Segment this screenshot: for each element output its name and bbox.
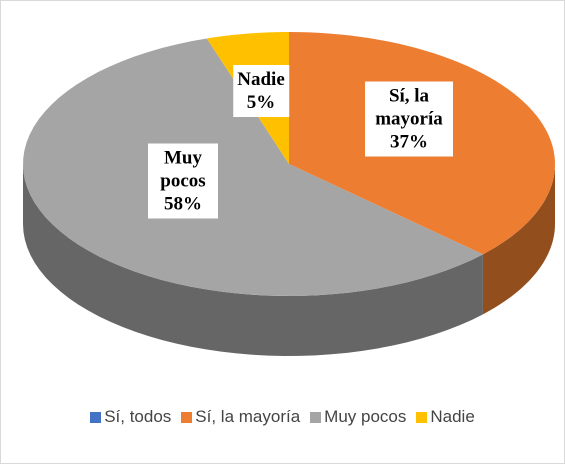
data-label: Muy pocos 58% [148,143,218,219]
legend-label: Sí, la mayoría [195,407,301,426]
pie-area [23,32,555,356]
legend-item: Sí, todos [90,407,171,427]
legend-swatch [310,411,322,423]
slice-side [23,164,483,356]
legend-item: Muy pocos [310,407,406,427]
data-label: Sí, la mayoría 37% [365,81,453,157]
legend-item: Nadie [416,407,475,427]
legend-label: Nadie [430,407,475,426]
legend-swatch [416,411,428,423]
slice [23,38,483,296]
legend: Sí, todos Sí, la mayoría Muy pocos Nadie [1,407,564,427]
label-value: 37% [390,131,428,153]
slice-side [482,164,555,315]
legend-swatch [181,411,193,423]
label-category: Muy pocos [160,147,206,192]
label-value: 58% [164,193,202,215]
legend-label: Sí, todos [104,407,172,426]
legend-label: Muy pocos [324,407,407,426]
label-value: 5% [246,92,276,113]
legend-item: Sí, la mayoría [181,407,300,427]
label-category: Sí, la mayoría [375,85,443,130]
label-category: Nadie [237,69,285,90]
legend-swatch [90,411,102,423]
data-label: Nadie 5% [233,65,289,117]
